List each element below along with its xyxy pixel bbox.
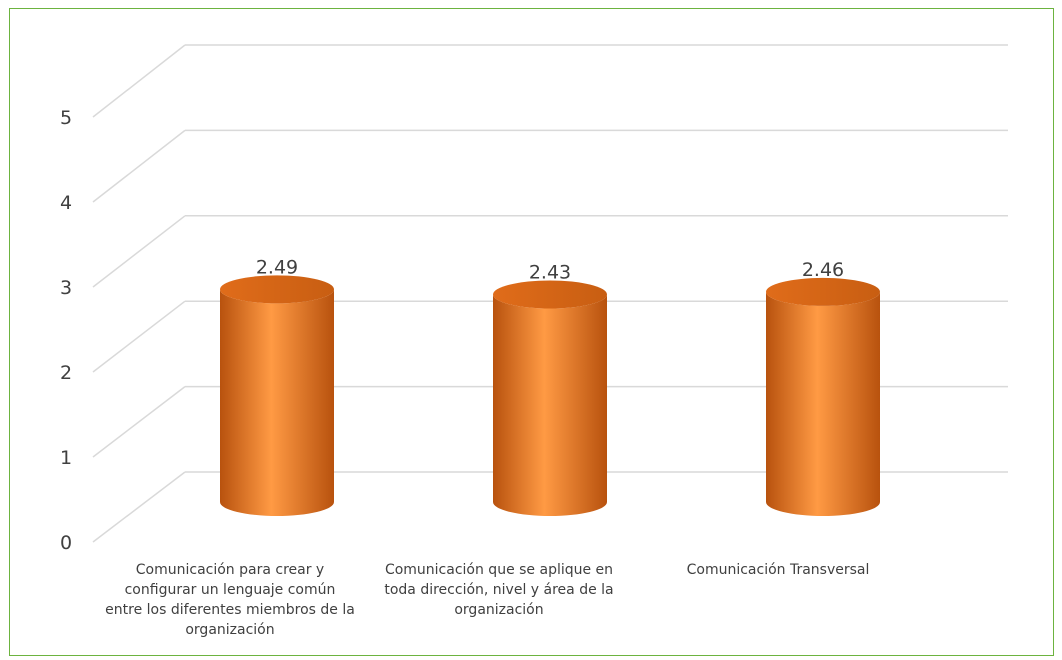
gridline-side (92, 215, 186, 288)
gridline-side (92, 471, 186, 543)
gridline-side (92, 129, 186, 203)
bar (766, 277, 880, 516)
data-label: 2.43 (529, 261, 571, 283)
y-tick-label: 3 (60, 277, 72, 299)
bar-top (220, 275, 334, 304)
bar (220, 275, 334, 516)
data-label: 2.49 (256, 256, 298, 278)
y-tick-label: 5 (60, 107, 72, 129)
bar-top (766, 277, 880, 306)
y-tick-label: 1 (60, 447, 72, 469)
bar (493, 280, 607, 516)
category-label: Comunicación Transversal (686, 562, 870, 578)
bar-body (220, 289, 334, 516)
bar-body (493, 294, 607, 516)
gridline-side (92, 386, 186, 458)
category-label: Comunicación que se aplique en toda dire… (384, 562, 614, 618)
gridline-side (92, 300, 186, 373)
category-label: Comunicación para crear y configurar un … (105, 562, 355, 638)
bar-top (493, 280, 607, 309)
bar-body (766, 291, 880, 516)
y-tick-label: 0 (60, 532, 72, 554)
data-label: 2.46 (802, 259, 844, 281)
y-tick-label: 2 (60, 362, 72, 384)
gridline-side (92, 44, 186, 118)
y-tick-label: 4 (60, 192, 72, 214)
